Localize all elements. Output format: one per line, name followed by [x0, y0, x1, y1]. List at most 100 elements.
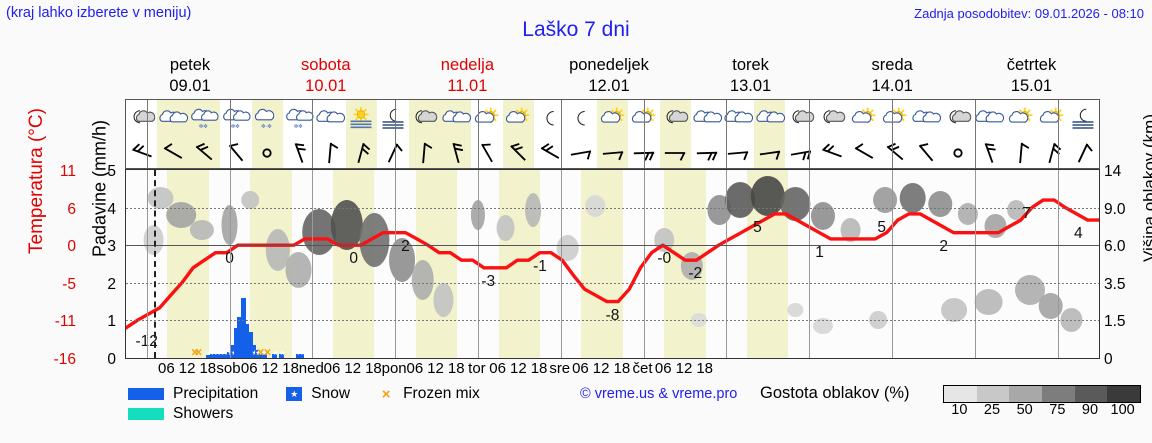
snow-marker: ★ [214, 349, 220, 357]
sun-cloud-icon [882, 106, 907, 123]
x-tick-label: 12 [509, 360, 527, 377]
frozen-mix-marker: × [263, 344, 272, 359]
day-gridline [477, 170, 479, 358]
weather-icon-cell [659, 100, 692, 137]
day-date: 15.01 [1010, 77, 1053, 95]
cloud-density-blob [411, 260, 434, 300]
weather-icon-cell [126, 100, 157, 137]
temp-tick: 11 [59, 163, 76, 180]
density-step-label: 25 [983, 402, 1001, 418]
cloud-density-blob [302, 209, 337, 255]
cloud-density-title: Gostota oblakov (%) [760, 384, 910, 402]
cloud-density-blob [189, 220, 214, 240]
moon-cloud-icon [792, 109, 815, 123]
cloud-density-blob [974, 289, 1003, 315]
weather-icon-cell [691, 100, 722, 137]
wind-barb-icon [481, 143, 493, 162]
temperature-point-label: 4 [1073, 225, 1083, 243]
precipitation-bar [299, 354, 305, 358]
temperature-point-label: 5 [877, 218, 886, 236]
temp-tick: -16 [53, 351, 76, 368]
day-separator [643, 100, 645, 137]
legend-frozen-mix-label: Frozen mix [403, 385, 480, 402]
cloud-density-blob [787, 303, 804, 317]
day-gridline [974, 170, 976, 358]
cloud-density-scale-labels: 10 25 50 75 90 100 [943, 402, 1139, 420]
x-tick-label: 18 [696, 360, 713, 377]
snow-marker: ★ [221, 349, 227, 357]
temperature-point-label: -2 [688, 265, 703, 283]
wind-barb-cell [314, 137, 345, 168]
cloud-density-scale [943, 385, 1141, 403]
prec-tick: 2 [107, 275, 116, 293]
wind-barb-cell [722, 137, 753, 168]
daylight-band [167, 170, 209, 358]
frozen-mix-marker: × [194, 344, 203, 359]
x-tick-label: 12 [344, 360, 362, 377]
weather-icon-cell [471, 100, 502, 137]
horizontal-gridline [126, 358, 1099, 359]
cloud-density-blob [873, 187, 898, 213]
snow-marker: ★ [262, 350, 269, 357]
wind-barb-icon [696, 151, 717, 161]
snow-marker: ★ [279, 350, 286, 357]
wind-barb-cell [534, 137, 565, 168]
moon-cloud-icon [823, 109, 846, 123]
moon-icon [546, 110, 554, 126]
day-name: ponedeljek [569, 56, 649, 74]
precipitation-bar [251, 344, 257, 358]
cloud-density-blob [690, 313, 707, 327]
wind-barb-icon [196, 142, 213, 160]
wind-barb-cell [283, 137, 314, 168]
day-separator [395, 137, 397, 168]
wind-barb-cell [879, 137, 910, 168]
weather-icon-cell: ✼✼ [220, 100, 251, 137]
precipitation-bar [258, 353, 264, 358]
cloud-icon [755, 109, 785, 122]
cloud-tick: 0 [1104, 351, 1113, 368]
temp-tick: -11 [54, 313, 76, 331]
density-step [1074, 386, 1108, 402]
weather-icon-cell [817, 100, 848, 137]
cloud-density-blob [812, 318, 833, 334]
legend-snow: ★ Snow [286, 385, 350, 403]
wind-barb-cell [974, 137, 1005, 168]
wind-barb-icon [886, 142, 904, 160]
snow-swatch: ★ [286, 387, 303, 401]
day-separator [809, 100, 811, 137]
wind-barb-cell [1036, 137, 1067, 168]
day-separator [726, 100, 728, 137]
wind-barb-icon [262, 147, 272, 158]
showers-swatch [128, 408, 164, 420]
weather-icon-cell [753, 100, 786, 137]
weather-icon-cell [534, 100, 565, 137]
day-date: 14.01 [871, 77, 913, 95]
sun-cloud-icon [1008, 106, 1033, 123]
density-step [1107, 386, 1141, 402]
wind-barb-icon [727, 150, 749, 160]
legend-frozen-mix: × Frozen mix [378, 385, 480, 403]
x-tick-label: čet [632, 360, 653, 377]
snow-marker: ★ [217, 349, 223, 357]
svg-text:✼✼: ✼✼ [293, 124, 302, 130]
credit-link[interactable]: © vreme.us & vreme.pro [580, 386, 738, 402]
day-date: 11.01 [447, 77, 488, 95]
cloud-density-blob [496, 215, 515, 241]
legend-precipitation-label: Precipitation [173, 385, 259, 402]
cloud-snow-icon: ✼✼ [191, 108, 220, 130]
precipitation-swatch [128, 388, 164, 400]
day-header-row: petek 09.01 sobota 10.01 nedelja 11.01 ponedel… [125, 55, 1100, 99]
density-step [944, 386, 977, 402]
weather-icon-cell [974, 100, 1005, 137]
weather-icon-cell [942, 100, 973, 137]
legend-showers: Showers [128, 405, 233, 423]
day-gridline [312, 170, 314, 358]
weather-icon-cell: ✼✼ [283, 100, 314, 137]
precipitation-bar [240, 297, 246, 358]
x-tick-label: 06 [489, 360, 506, 377]
day-date: 13.01 [729, 77, 772, 95]
day-name: torek [732, 56, 769, 74]
precipitation-bar [278, 354, 284, 358]
wind-barb-icon [1018, 142, 1029, 163]
cloud-density-blob [433, 283, 454, 317]
